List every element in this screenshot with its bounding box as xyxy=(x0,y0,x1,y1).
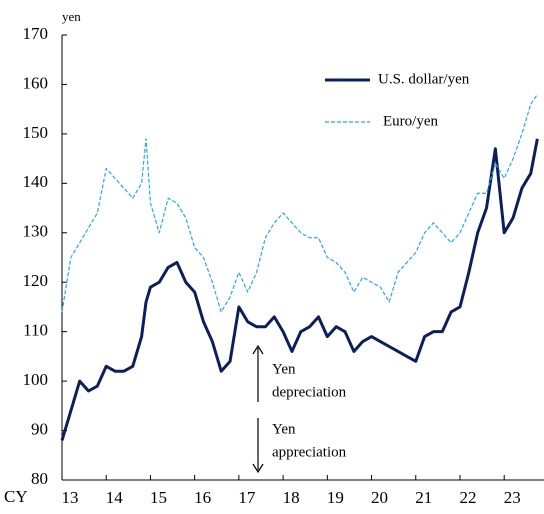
x-tick-label: 14 xyxy=(106,488,124,507)
y-unit: yen xyxy=(62,9,81,24)
x-axis-label: CY xyxy=(4,487,28,506)
x-tick-label: 20 xyxy=(371,488,388,507)
series-line xyxy=(60,138,539,441)
y-tick-label: 80 xyxy=(31,469,48,488)
y-tick-label: 90 xyxy=(31,419,48,438)
y-tick-label: 120 xyxy=(23,271,49,290)
x-tick-label: 23 xyxy=(504,488,521,507)
y-tick-label: 160 xyxy=(23,73,49,92)
y-tick-label: 110 xyxy=(23,321,48,340)
series-line xyxy=(61,93,538,313)
legend-label: U.S. dollar/yen xyxy=(378,71,470,87)
x-tick-label: 21 xyxy=(415,488,432,507)
x-tick-label: 18 xyxy=(283,488,300,507)
y-tick-label: 130 xyxy=(23,222,49,241)
annotation: depreciation xyxy=(272,384,347,400)
annotation: Yen xyxy=(272,361,296,377)
y-tick-label: 150 xyxy=(23,123,49,142)
x-tick-label: 19 xyxy=(327,488,344,507)
x-tick-label: 22 xyxy=(459,488,476,507)
x-tick-label: 17 xyxy=(238,488,256,507)
x-tick-label: 13 xyxy=(62,488,79,507)
y-tick-label: 140 xyxy=(23,172,49,191)
legend-label: Euro/yen xyxy=(383,113,438,129)
x-tick-label: 15 xyxy=(150,488,167,507)
annotation: appreciation xyxy=(272,444,347,460)
annotation-arrows xyxy=(252,344,264,474)
x-tick-label: 16 xyxy=(194,488,211,507)
annotation: Yen xyxy=(272,421,296,437)
y-tick-label: 100 xyxy=(23,370,49,389)
y-tick-label: 170 xyxy=(23,24,49,43)
